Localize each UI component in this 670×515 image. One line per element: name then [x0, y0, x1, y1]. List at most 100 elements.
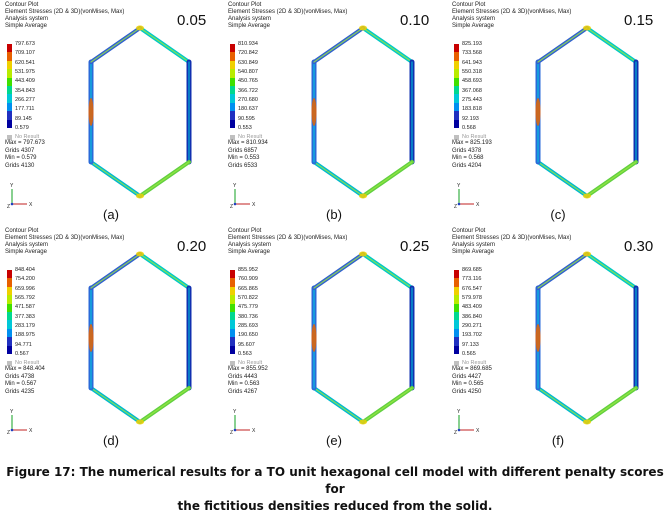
legend-tick-label: 354.843 — [15, 87, 35, 94]
color-bar — [230, 44, 235, 128]
hexagon-edge-highlight — [313, 161, 364, 197]
legend-tick-label: 180.637 — [238, 106, 258, 113]
legend-tick-label: 193.702 — [462, 332, 482, 339]
color-swatch — [7, 69, 12, 78]
hexagon-edge-highlight — [537, 161, 588, 197]
axis-triad: Y Z X — [454, 408, 484, 436]
color-swatch — [230, 328, 235, 338]
legend-ticks: 869.685 773.116 676.547 579.978 483.409 386.8… — [462, 266, 482, 359]
hexagon-edge-highlight — [90, 387, 141, 423]
color-legend: 825.193 733.568 641.943 550.318 458.693 367.0… — [454, 40, 514, 140]
min-max-stats: Max = 810.934 Grids 6857 Min = 0.553 Grids … — [228, 140, 268, 170]
z-axis-label: Z — [7, 204, 10, 210]
header-line: Simple Average — [452, 249, 494, 255]
legend-tick-label: 377.383 — [15, 313, 35, 320]
plot-panel: Contour Plot Element Stresses (2D & 3D)(v… — [5, 228, 217, 453]
color-swatch — [7, 111, 12, 120]
stress-hotspot — [583, 193, 591, 199]
color-swatch — [454, 94, 459, 103]
color-swatch — [7, 270, 12, 279]
color-swatch — [454, 85, 459, 95]
hexagon-edge-highlight — [139, 27, 190, 63]
z-axis-dot — [233, 428, 237, 432]
header-line: Simple Average — [5, 249, 47, 255]
hexagon-edge-highlight — [90, 161, 141, 197]
plot-header: Contour Plot Element Stresses (2D & 3D)(v… — [228, 228, 347, 256]
stat-line: Grids 4204 — [452, 162, 482, 169]
stress-hotspot — [359, 193, 367, 199]
color-swatch — [230, 85, 235, 95]
header-line: Analysis system — [228, 16, 272, 22]
color-swatch — [454, 119, 459, 128]
hexagon-edge-highlight — [139, 253, 190, 289]
legend-tick-label: 550.318 — [462, 68, 482, 75]
legend-tick-label: 283.179 — [15, 322, 35, 329]
stat-line: Grids 4443 — [228, 373, 258, 380]
color-legend: 797.673 709.107 620.541 531.975 443.409 354.8… — [7, 40, 67, 140]
header-line: Simple Average — [228, 23, 270, 29]
color-bar — [7, 44, 12, 128]
x-axis-label: X — [29, 428, 33, 434]
min-max-stats: Max = 855.952 Grids 4443 Min = 0.563 Grids … — [228, 366, 268, 396]
plot-panel: Contour Plot Element Stresses (2D & 3D)(v… — [452, 2, 664, 227]
z-axis-dot — [457, 428, 461, 432]
legend-tick-label: 760.909 — [238, 276, 258, 283]
hexagon-edge-highlight — [90, 253, 141, 289]
legend-tick-label: 641.943 — [462, 59, 482, 66]
no-result-swatch — [230, 134, 235, 140]
color-swatch — [230, 60, 235, 70]
legend-tick-label: 579.978 — [462, 294, 482, 301]
color-swatch — [230, 320, 235, 329]
stat-line: Grids 4250 — [452, 388, 482, 395]
stress-hotspot — [136, 25, 144, 31]
min-max-stats: Max = 825.193 Grids 4378 Min = 0.568 Grids … — [452, 140, 492, 170]
header-line: Contour Plot — [5, 2, 39, 8]
color-swatch — [7, 52, 12, 61]
penalty-score: 0.05 — [177, 12, 207, 29]
min-max-stats: Max = 797.673 Grids 4307 Min = 0.579 Grids … — [5, 140, 45, 170]
color-swatch — [230, 94, 235, 103]
color-legend: 810.934 720.842 630.849 540.807 450.765 366.7… — [230, 40, 290, 140]
legend-tick-label: 531.975 — [15, 68, 35, 75]
legend-tick-label: 366.722 — [238, 87, 258, 94]
legend-tick-label: 754.200 — [15, 276, 35, 283]
legend-tick-label: 659.996 — [15, 285, 35, 292]
no-result-entry: No Result — [230, 360, 262, 366]
stress-hotspot — [136, 419, 144, 425]
color-swatch — [230, 303, 235, 312]
color-swatch — [7, 320, 12, 329]
legend-tick-label: 0.565 — [462, 350, 476, 357]
stress-hotspot — [136, 193, 144, 199]
stat-line: Grids 4738 — [5, 373, 35, 380]
z-axis-label: Z — [7, 430, 10, 436]
color-swatch — [454, 77, 459, 86]
header-line: Analysis system — [452, 242, 496, 248]
stat-line: Min = 0.553 — [228, 155, 260, 161]
z-axis-dot — [10, 428, 14, 432]
color-swatch — [454, 337, 459, 346]
color-swatch — [230, 270, 235, 279]
hexagonal-cell — [308, 22, 418, 202]
no-result-swatch — [7, 134, 12, 140]
color-swatch — [7, 303, 12, 312]
legend-tick-label: 380.736 — [238, 313, 258, 320]
no-result-entry: No Result — [230, 134, 262, 140]
color-bar — [454, 270, 459, 354]
color-swatch — [7, 295, 12, 304]
no-result-swatch — [7, 360, 12, 366]
color-swatch — [230, 278, 235, 287]
no-result-label: No Result — [462, 134, 487, 140]
legend-tick-label: 848.404 — [15, 267, 35, 273]
penalty-score: 0.30 — [624, 238, 654, 255]
hexagonal-cell — [532, 22, 642, 202]
z-axis-dot — [457, 202, 461, 206]
color-swatch — [454, 60, 459, 70]
color-swatch — [230, 337, 235, 346]
header-line: Contour Plot — [5, 228, 39, 234]
color-swatch — [7, 328, 12, 338]
legend-tick-label: 0.579 — [15, 124, 29, 131]
plot-header: Contour Plot Element Stresses (2D & 3D)(v… — [452, 228, 571, 256]
color-swatch — [7, 345, 12, 354]
stat-line: Min = 0.567 — [5, 381, 37, 387]
legend-tick-label: 275.443 — [462, 96, 482, 103]
